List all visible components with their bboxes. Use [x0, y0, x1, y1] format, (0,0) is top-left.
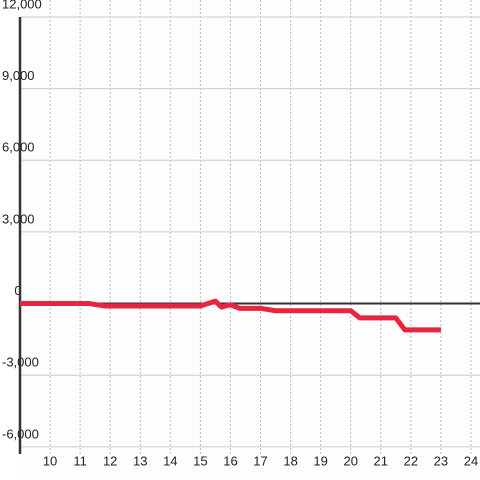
y-tick-label: 3,000	[2, 211, 35, 226]
x-tick-label: 10	[43, 453, 57, 468]
x-tick-label: 11	[73, 453, 87, 468]
x-tick-label: 20	[343, 453, 357, 468]
x-tick-label: 14	[163, 453, 177, 468]
plot-background	[20, 0, 480, 480]
y-tick-label: 9,000	[2, 68, 35, 83]
x-tick-label: 12	[103, 453, 117, 468]
x-tick-label: 21	[374, 453, 388, 468]
x-tick-label: 24	[464, 453, 478, 468]
data-line	[20, 298, 441, 333]
x-tick-label: 15	[193, 453, 207, 468]
x-tick-label: 17	[253, 453, 267, 468]
x-tick-label: 19	[313, 453, 327, 468]
y-tick-label: 6,000	[2, 140, 35, 155]
y-tick-label: 0	[14, 283, 21, 298]
x-tick-label: 13	[133, 453, 147, 468]
y-tick-label: 12,000	[2, 0, 42, 11]
x-tick-label: 23	[434, 453, 448, 468]
x-tick-label: 18	[283, 453, 297, 468]
x-tick-label: 22	[404, 453, 418, 468]
x-tick-label: 16	[223, 453, 237, 468]
